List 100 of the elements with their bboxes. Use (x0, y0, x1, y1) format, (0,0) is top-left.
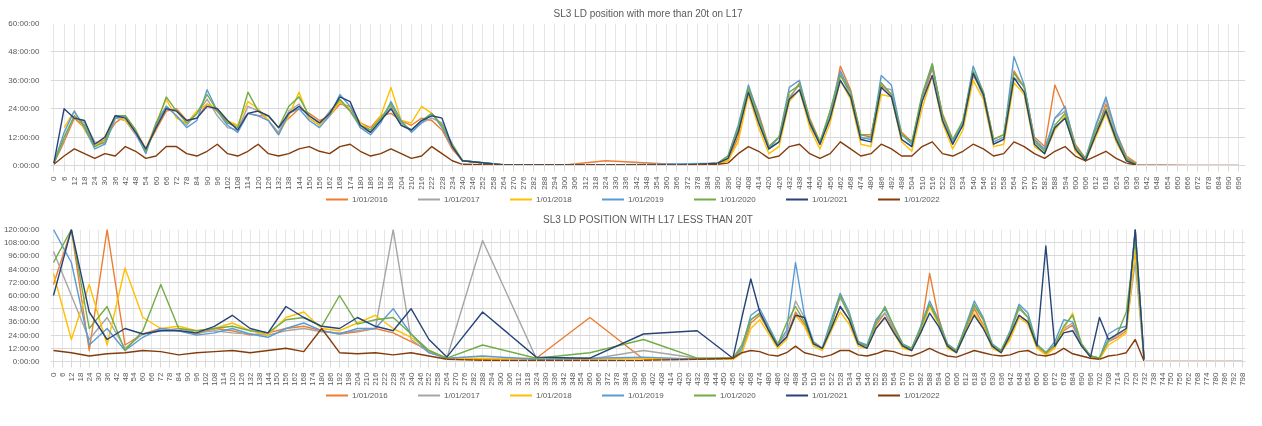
x-tick-label: 288 (478, 371, 488, 386)
y-tick-label: 48:00:00 (8, 304, 41, 314)
legend-label: 1/01/2021 (812, 195, 849, 204)
x-tick-label: 648 (1152, 175, 1162, 190)
x-tick-label: 390 (713, 175, 723, 190)
x-tick-label: 258 (433, 371, 443, 386)
y-tick-label: 72:00:00 (8, 277, 41, 287)
x-tick-label: 66 (161, 175, 171, 186)
x-tick-label: 438 (701, 371, 711, 386)
x-tick-label: 24 (90, 175, 100, 186)
x-tick-label: 30 (100, 175, 110, 186)
x-tick-label: 264 (498, 175, 508, 190)
x-tick-label: 312 (513, 371, 523, 386)
x-tick-label: 36 (102, 371, 112, 382)
x-tick-label: 120 (227, 371, 237, 386)
x-tick-label: 222 (427, 175, 437, 190)
x-tick-label: 48 (131, 175, 141, 186)
x-tick-label: 600 (942, 371, 952, 386)
x-tick-label: 276 (519, 175, 529, 190)
x-tick-label: 552 (871, 371, 881, 386)
x-tick-label: 534 (958, 175, 968, 190)
x-tick-label: 66 (147, 371, 157, 382)
x-tick-label: 456 (825, 175, 835, 190)
x-tick-label: 498 (791, 371, 801, 386)
y-tick-label: 24:00:00 (8, 104, 41, 114)
x-tick-label: 432 (692, 371, 702, 386)
x-tick-label: 396 (639, 371, 649, 386)
x-tick-label: 156 (281, 371, 291, 386)
x-tick-label: 276 (460, 371, 470, 386)
x-tick-label: 48 (120, 371, 130, 382)
x-tick-label: 114 (218, 371, 228, 386)
x-tick-label: 306 (570, 175, 580, 190)
x-tick-label: 732 (1139, 371, 1149, 386)
x-tick-label: 516 (927, 175, 937, 190)
x-tick-label: 504 (907, 175, 917, 190)
x-tick-label: 372 (682, 175, 692, 190)
y-tick-label: 120:00:00 (3, 225, 41, 234)
x-tick-label: 714 (1112, 371, 1122, 386)
legend-label: 1/01/2017 (444, 391, 481, 400)
x-tick-label: 96 (192, 371, 202, 382)
x-tick-label: 552 (989, 175, 999, 190)
y-tick-label: 0:00:00 (12, 357, 41, 366)
x-tick-label: 174 (308, 371, 318, 386)
x-tick-label: 702 (1094, 371, 1104, 386)
x-tick-label: 246 (468, 175, 478, 190)
y-tick-label: 60:00:00 (8, 19, 41, 28)
x-tick-label: 204 (396, 175, 406, 190)
x-tick-label: 294 (549, 175, 559, 190)
legend-label: 1/01/2019 (628, 391, 665, 400)
x-tick-label: 438 (795, 175, 804, 190)
x-tick-label: 270 (509, 175, 519, 190)
x-tick-label: 624 (1111, 175, 1121, 190)
x-tick-label: 366 (672, 175, 682, 190)
x-tick-label: 108 (233, 175, 243, 190)
x-tick-label: 474 (755, 371, 765, 386)
x-tick-label: 120 (253, 175, 263, 190)
x-tick-label: 402 (733, 175, 743, 190)
x-tick-label: 612 (1091, 175, 1101, 190)
x-tick-label: 180 (355, 175, 365, 190)
x-tick-label: 330 (611, 175, 621, 190)
x-tick-label: 288 (539, 175, 549, 190)
x-tick-label: 318 (522, 371, 532, 386)
x-tick-label: 444 (710, 371, 720, 386)
x-tick-label: 432 (784, 175, 794, 190)
x-tick-label: 696 (1234, 175, 1244, 190)
x-tick-label: 342 (631, 175, 641, 190)
legend-label: 1/01/2018 (536, 195, 573, 204)
x-tick-label: 540 (853, 371, 863, 386)
x-tick-label: 654 (1023, 371, 1033, 386)
x-tick-label: 36 (110, 175, 120, 186)
chart-title: SL3 LD POSITION WITH L17 LESS THAN 20T (542, 213, 753, 225)
x-tick-label: 360 (585, 371, 595, 386)
x-tick-label: 462 (835, 175, 845, 190)
x-tick-label: 78 (165, 371, 175, 382)
x-tick-label: 348 (567, 371, 577, 386)
x-tick-label: 450 (815, 175, 825, 190)
x-tick-label: 594 (1060, 175, 1070, 190)
x-tick-label: 354 (576, 371, 586, 386)
x-tick-label: 420 (674, 371, 684, 386)
x-tick-label: 588 (1050, 175, 1060, 190)
x-tick-label: 654 (1162, 175, 1172, 190)
x-tick-label: 630 (987, 371, 997, 386)
x-tick-label: 162 (325, 175, 335, 190)
x-tick-label: 558 (999, 175, 1009, 190)
y-tick-label: 36:00:00 (8, 75, 41, 85)
x-tick-label: 570 (898, 371, 908, 386)
x-tick-label: 396 (723, 175, 733, 190)
x-tick-label: 606 (951, 371, 961, 386)
x-tick-label: 126 (236, 371, 246, 386)
y-tick-label: 0:00:00 (12, 161, 41, 170)
x-tick-label: 198 (386, 175, 396, 190)
x-tick-label: 138 (254, 371, 264, 386)
x-tick-label: 666 (1041, 371, 1051, 386)
x-tick-label: 534 (844, 371, 854, 386)
x-tick-label: 282 (469, 371, 479, 386)
chart-title: SL3 LD position with more than 20t on L17 (553, 7, 743, 19)
x-tick-label: 324 (531, 371, 541, 386)
x-tick-label: 582 (1040, 175, 1050, 190)
x-tick-label: 108 (209, 371, 219, 386)
x-tick-label: 42 (120, 175, 130, 186)
